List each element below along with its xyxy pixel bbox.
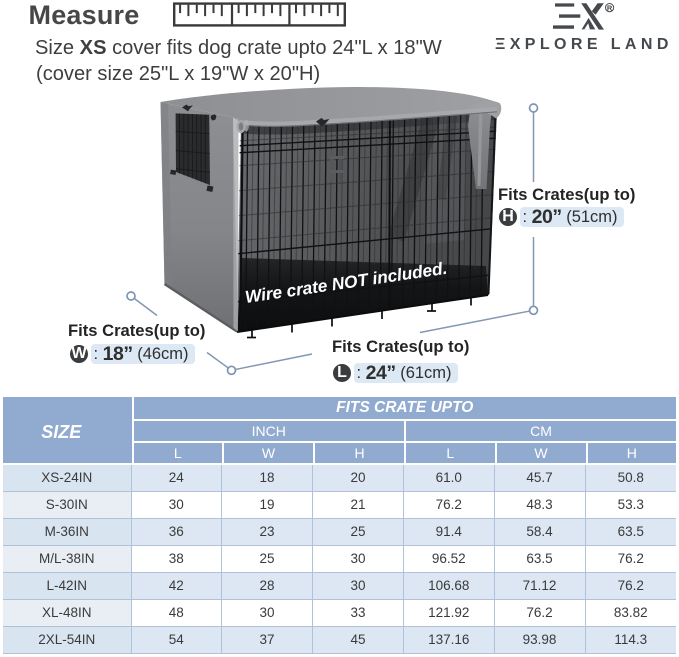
svg-text:R: R [607, 3, 613, 12]
